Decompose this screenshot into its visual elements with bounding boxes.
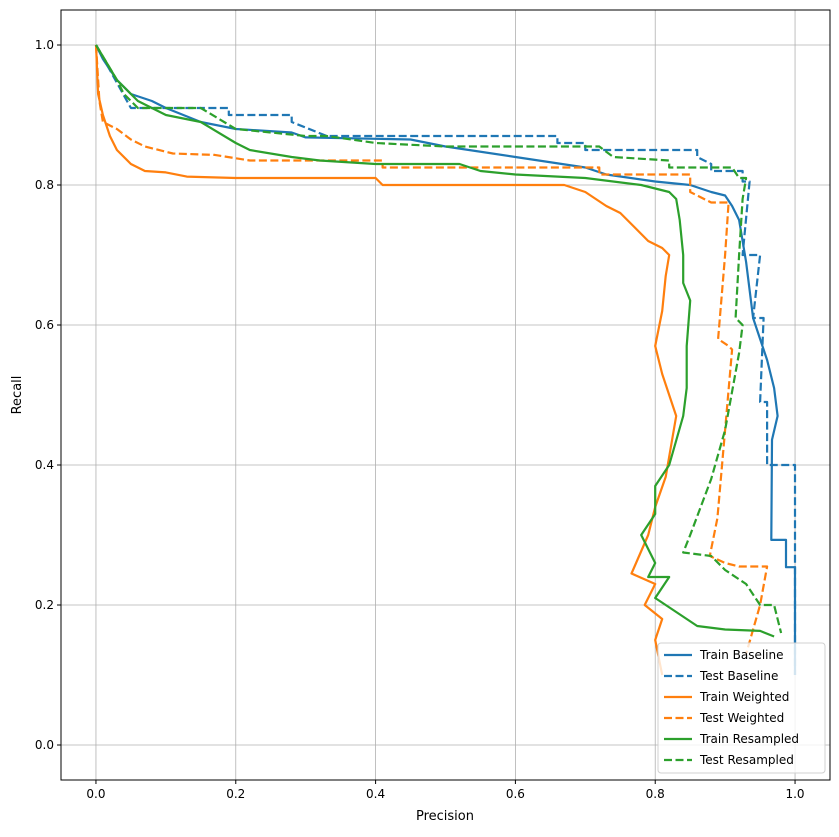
x-axis-label: Precision — [416, 809, 474, 824]
x-tick-label: 0.8 — [646, 787, 665, 801]
series-line-test-resampled — [95, 44, 783, 634]
x-tick-label: 0.2 — [226, 787, 245, 801]
y-tick-label: 1.0 — [35, 38, 54, 52]
y-tick-label: 0.8 — [35, 178, 54, 192]
x-tick-label: 0.4 — [366, 787, 385, 801]
x-tick-label: 1.0 — [785, 787, 804, 801]
series-line-train-resampled — [95, 44, 775, 638]
ticks: 0.0 0.2 0.4 0.6 0.8 1.0 0.0 0.2 0.4 0.6 0.8 1.0 — [35, 38, 805, 801]
series-line-test-baseline — [95, 44, 797, 675]
y-tick-label: 0.0 — [35, 738, 54, 752]
series-lines — [94, 44, 797, 676]
series-line-test-weighted — [94, 44, 769, 655]
legend-label: Test Resampled — [699, 753, 794, 767]
x-tick-label: 0.0 — [86, 787, 105, 801]
y-tick-label: 0.4 — [35, 458, 54, 472]
series-line-train-weighted — [94, 44, 678, 676]
legend: Train Baseline Test Baseline Train Weighte… — [657, 642, 826, 774]
legend-label: Train Weighted — [699, 690, 789, 704]
series-line-train-baseline — [95, 44, 797, 675]
y-tick-label: 0.6 — [35, 318, 54, 332]
legend-box — [657, 642, 826, 774]
y-tick-label: 0.2 — [35, 598, 54, 612]
x-tick-label: 0.6 — [506, 787, 525, 801]
legend-label: Test Weighted — [699, 711, 784, 725]
legend-label: Test Baseline — [699, 669, 778, 683]
plot-frame — [60, 9, 831, 781]
legend-label: Train Resampled — [699, 732, 799, 746]
legend-label: Train Baseline — [699, 648, 783, 662]
y-axis-label: Recall — [10, 376, 25, 415]
